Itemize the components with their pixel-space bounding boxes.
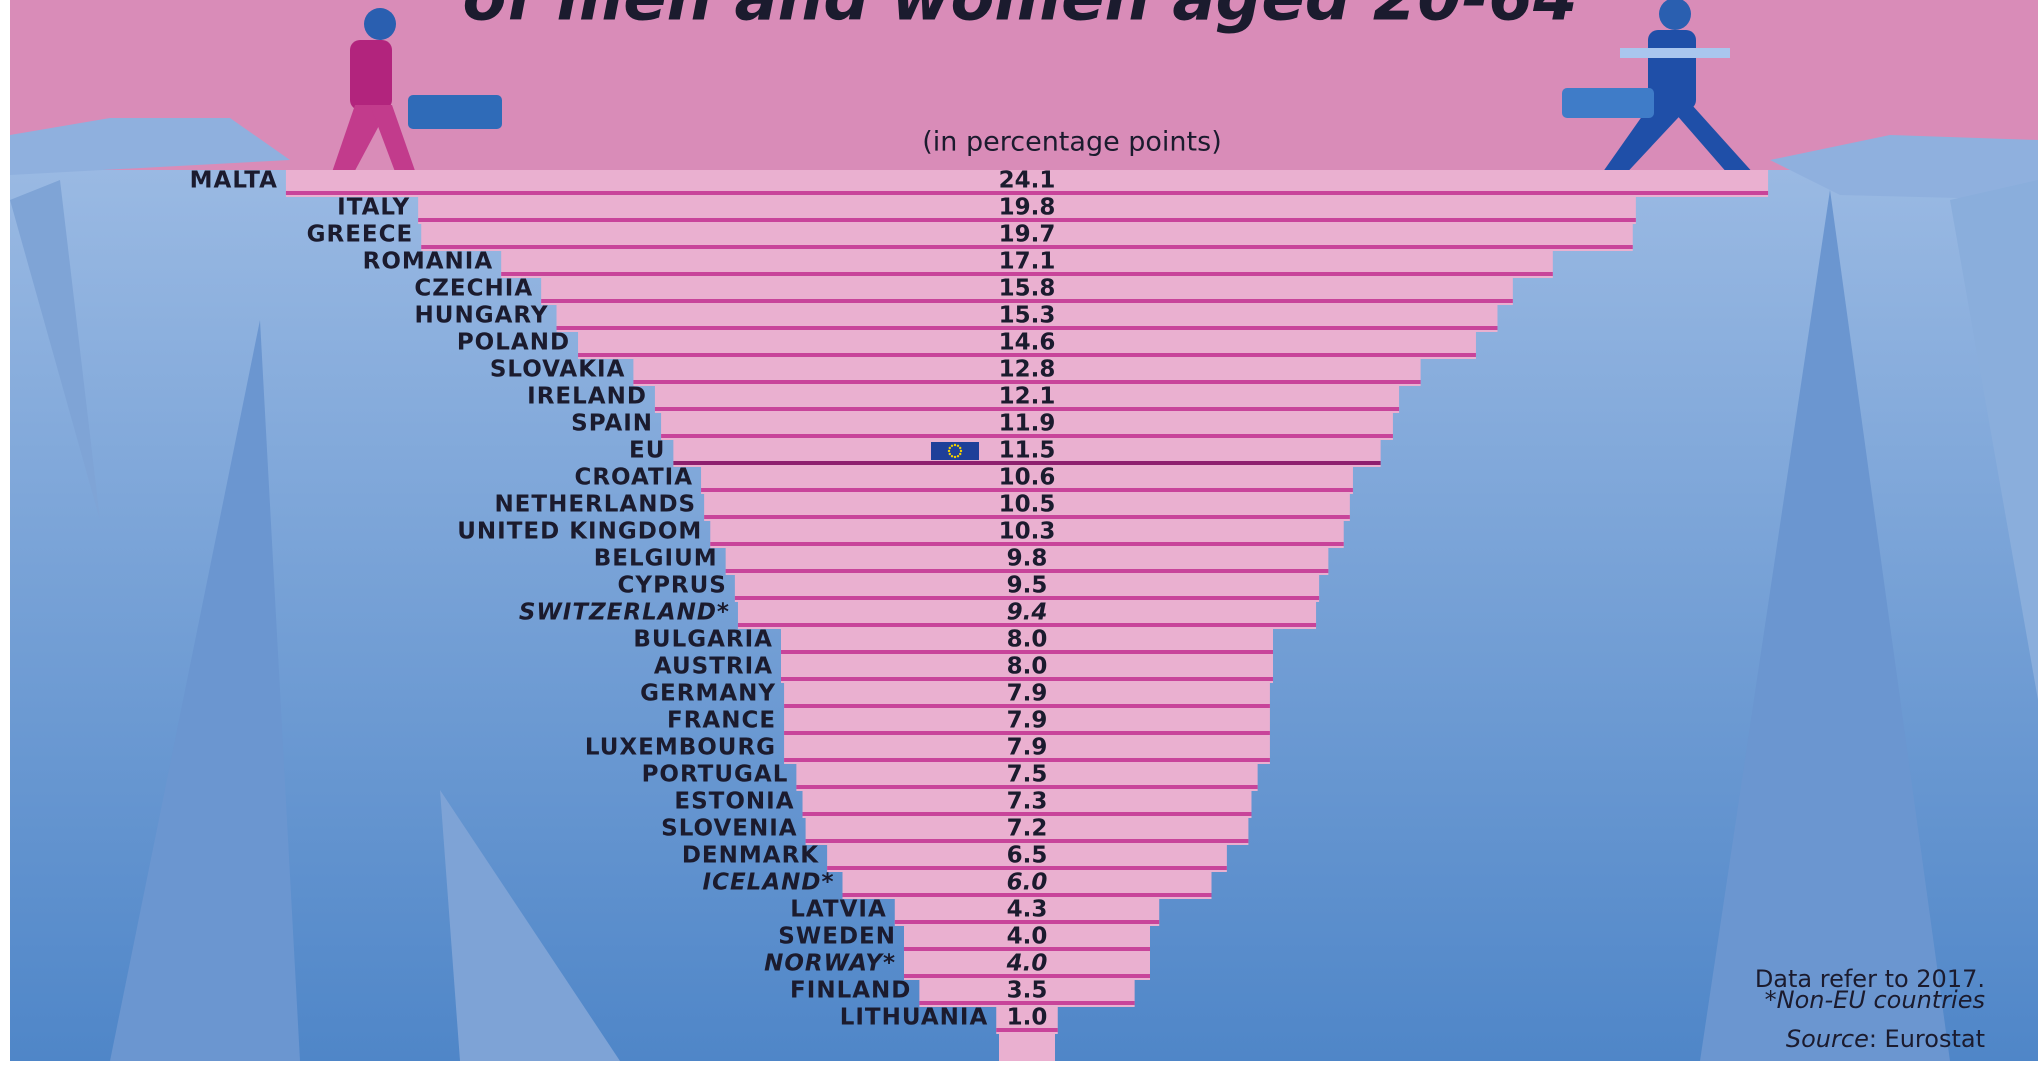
stem: [999, 1034, 1055, 1061]
value-label: 4.0: [1007, 924, 1048, 950]
value-label: 19.8: [999, 195, 1056, 221]
category-label: BULGARIA: [633, 627, 773, 653]
category-label: LATVIA: [790, 897, 887, 923]
category-label: LITHUANIA: [840, 1005, 989, 1031]
eu-star: [960, 450, 962, 452]
eu-star: [954, 444, 956, 446]
value-label: 9.5: [1007, 573, 1048, 599]
category-label: ITALY: [337, 195, 410, 221]
value-label: 6.0: [1007, 870, 1048, 896]
eu-star: [959, 447, 961, 449]
value-label: 4.3: [1007, 897, 1048, 923]
eu-star: [957, 455, 959, 457]
value-label: 10.5: [999, 492, 1056, 518]
category-label: FRANCE: [667, 708, 776, 734]
category-label: LUXEMBOURG: [585, 735, 776, 761]
category-label: SLOVAKIA: [490, 357, 626, 383]
eu-star: [951, 455, 953, 457]
edge: [0, 0, 10, 1061]
value-label: 11.5: [999, 438, 1056, 464]
eu-star: [949, 453, 951, 455]
eu-star: [959, 453, 961, 455]
eu-star: [954, 456, 956, 458]
category-label: ESTONIA: [674, 789, 794, 815]
category-label: FINLAND: [790, 978, 911, 1004]
value-label: 24.1: [999, 168, 1056, 194]
chart: of men and women aged 20-64 (in percenta…: [0, 0, 2038, 1061]
non-eu-note: *Non-EU countries: [1765, 986, 1985, 1014]
value-label: 9.4: [1007, 600, 1048, 626]
category-label: CYPRUS: [618, 573, 727, 599]
source-label: Source: [1786, 1025, 1869, 1053]
value-label: 19.7: [999, 222, 1056, 248]
value-label: 14.6: [999, 330, 1056, 356]
value-label: 15.8: [999, 276, 1056, 302]
category-label: EU: [629, 438, 665, 464]
value-label: 17.1: [999, 249, 1056, 275]
eu-star: [948, 450, 950, 452]
category-label: MALTA: [190, 168, 278, 194]
category-label: AUSTRIA: [654, 654, 773, 680]
category-label: SWEDEN: [778, 924, 896, 950]
source: Source: Eurostat: [1786, 1025, 1985, 1053]
eu-star: [949, 447, 951, 449]
value-label: 7.5: [1007, 762, 1048, 788]
category-label: DENMARK: [682, 843, 819, 869]
chart-title: of men and women aged 20-64: [462, 0, 1577, 36]
category-label: SLOVENIA: [661, 816, 797, 842]
category-label: HUNGARY: [415, 303, 549, 329]
value-label: 12.8: [999, 357, 1056, 383]
eu-star: [951, 445, 953, 447]
value-label: 7.3: [1007, 789, 1048, 815]
value-label: 7.2: [1007, 816, 1048, 842]
value-label: 9.8: [1007, 546, 1048, 572]
value-label: 3.5: [1007, 978, 1048, 1004]
category-label: SPAIN: [571, 411, 653, 437]
value-label: 10.6: [999, 465, 1056, 491]
category-label: PORTUGAL: [642, 762, 789, 788]
category-label: NETHERLANDS: [494, 492, 696, 518]
category-label: GERMANY: [640, 681, 776, 707]
value-label: 11.9: [999, 411, 1056, 437]
category-label: CZECHIA: [414, 276, 533, 302]
category-label: ICELAND*: [703, 870, 835, 896]
category-label: NORWAY*: [764, 951, 896, 977]
value-label: 8.0: [1007, 627, 1048, 653]
value-label: 7.9: [1007, 735, 1048, 761]
value-label: 1.0: [1007, 1005, 1048, 1031]
source-text: : Eurostat: [1869, 1025, 1985, 1053]
category-label: SWITZERLAND*: [519, 600, 730, 626]
category-label: UNITED KINGDOM: [457, 519, 702, 545]
category-label: BELGIUM: [594, 546, 718, 572]
category-label: POLAND: [457, 330, 570, 356]
value-label: 4.0: [1006, 951, 1048, 977]
category-label: CROATIA: [574, 465, 693, 491]
eu-star: [957, 445, 959, 447]
value-label: 6.5: [1007, 843, 1048, 869]
value-label: 10.3: [999, 519, 1056, 545]
value-label: 15.3: [999, 303, 1056, 329]
unit-label: (in percentage points): [922, 127, 1221, 158]
category-label: GREECE: [307, 222, 414, 248]
value-label: 12.1: [999, 384, 1056, 410]
value-label: 7.9: [1007, 708, 1048, 734]
value-label: 8.0: [1007, 654, 1048, 680]
category-label: ROMANIA: [363, 249, 494, 275]
category-label: IRELAND: [527, 384, 647, 410]
value-label: 7.9: [1007, 681, 1048, 707]
